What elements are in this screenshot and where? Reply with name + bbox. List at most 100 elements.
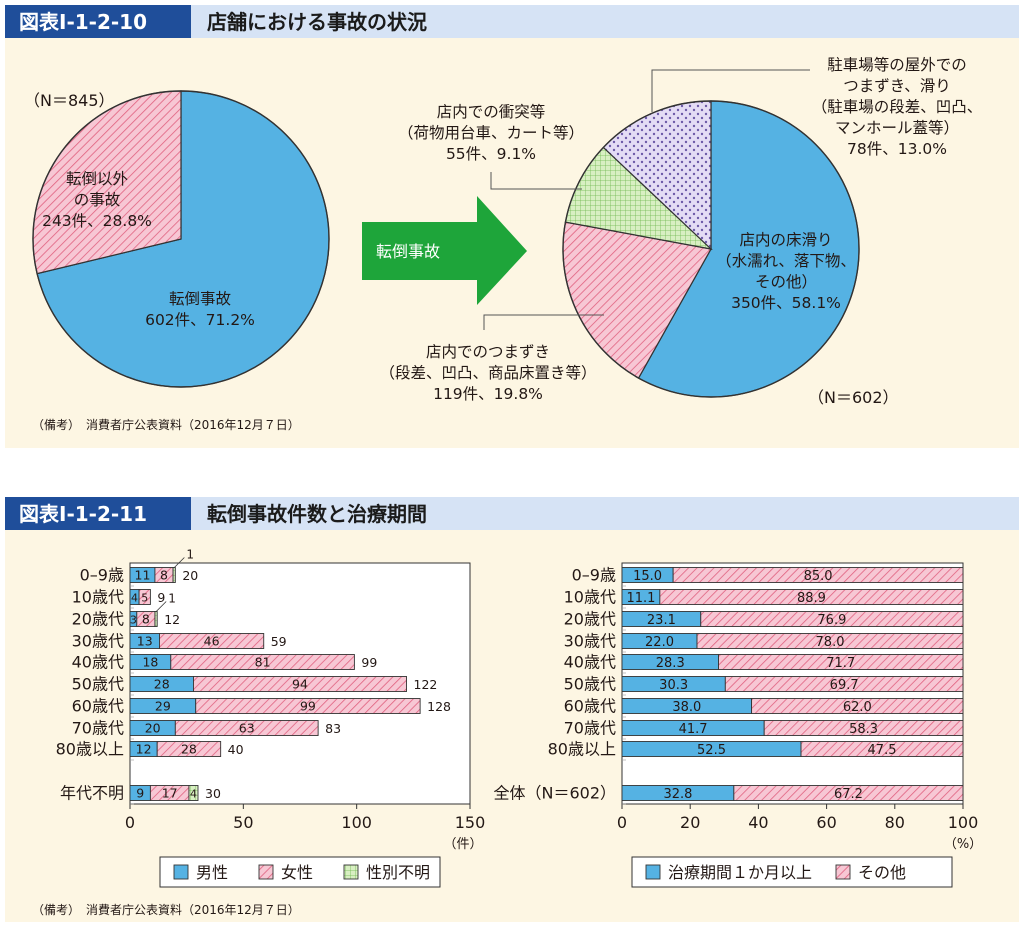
legend-swatch	[835, 864, 851, 880]
bar-value-label: 1	[168, 592, 176, 606]
legend-box	[631, 856, 953, 888]
legend-label: 女性	[281, 863, 313, 882]
bar-segment	[672, 567, 964, 583]
bar-value-label: 28	[181, 742, 197, 757]
legend-label: 治療期間１か月以上	[668, 863, 812, 882]
bar-segment	[751, 698, 964, 714]
bar-value-label: 5	[141, 592, 148, 605]
category-label: 10歳代	[564, 588, 616, 607]
x-axis-unit: （件）	[443, 837, 482, 852]
bar-segment	[174, 720, 319, 736]
category-label: 80歳以上	[56, 740, 124, 759]
pie-slice-label: 243件、28.8%	[42, 212, 152, 230]
pie-slice-label: 駐車場等の屋外での	[827, 56, 967, 74]
bar-value-label: 12	[136, 742, 152, 757]
header-label-box	[5, 5, 191, 38]
leader-line	[490, 172, 582, 190]
x-tick-label: 100	[948, 813, 979, 832]
leader-line	[483, 314, 604, 330]
legend-swatch	[173, 864, 189, 880]
bar-value-label: 52.5	[697, 743, 726, 758]
bar-value-label: 9	[136, 786, 144, 801]
x-tick-label: 60	[816, 813, 836, 832]
bar-value-label: 30.3	[659, 678, 688, 693]
category-label: 20歳代	[564, 610, 616, 629]
bar-segment	[172, 567, 176, 583]
pie-slice-label: 55件、9.1%	[446, 145, 536, 163]
category-label: 40歳代	[72, 653, 124, 672]
bar-segment	[763, 720, 964, 736]
bar-value-label: 85.0	[804, 569, 833, 584]
value-leader	[174, 557, 185, 568]
bar-value-label: 88.9	[797, 591, 826, 606]
legend-swatch	[258, 864, 274, 880]
bar-segment	[700, 611, 964, 627]
bar-segment	[156, 741, 222, 757]
pie-slice-label: の事故	[74, 191, 121, 209]
figure-label: 図表Ⅰ-1-2-11	[19, 502, 147, 526]
bar-segment	[188, 785, 199, 801]
figure-title: 転倒事故件数と治療期間	[207, 502, 427, 526]
pie-slice-label: 602件、71.2%	[145, 311, 255, 329]
pie-outline	[32, 90, 330, 388]
category-label: 60歳代	[72, 697, 124, 716]
legend-label: 性別不明	[366, 863, 430, 882]
bar-value-label: 38.0	[672, 700, 701, 715]
pie-slice-label: 転倒事故	[169, 290, 231, 308]
bar-value-label: 4	[131, 592, 138, 605]
category-label: 0–9歳	[80, 566, 124, 585]
bar-segment	[733, 785, 964, 801]
category-label: 50歳代	[564, 675, 616, 694]
category-label: 40歳代	[564, 653, 616, 672]
arrow-transition: 転倒事故	[362, 196, 527, 305]
arrow-label: 転倒事故	[376, 242, 440, 261]
category-label: 70歳代	[72, 719, 124, 738]
bar-segment	[170, 654, 355, 670]
legend-label: 男性	[196, 863, 228, 882]
bar-value-label: 18	[142, 655, 158, 670]
bar-segment	[138, 589, 151, 605]
bar-value-label: 58.3	[849, 722, 878, 737]
pie-slice-label: 78件、13.0%	[847, 140, 947, 158]
pie-slice-label: 店内の床滑り	[739, 231, 832, 249]
legend-swatch	[645, 864, 661, 880]
bar-value-label: 46	[204, 634, 220, 649]
pie-slice-label: 店内での衝突等	[437, 103, 546, 121]
bar-value-label: 76.9	[817, 613, 846, 628]
bar-value-label: 78.0	[816, 635, 845, 650]
x-tick-label: 0	[125, 813, 135, 832]
bar-total-label: 122	[414, 677, 438, 692]
pie-outline	[562, 100, 860, 398]
x-tick-label: 40	[748, 813, 768, 832]
x-tick-label: 50	[233, 813, 253, 832]
source-note: （備考） 消費者庁公表資料（2016年12月７日）	[32, 417, 300, 432]
bar-value-label: 32.8	[663, 787, 692, 802]
pie-slice-label: （荷物用台車、カート等）	[398, 124, 584, 142]
leader-line	[651, 69, 810, 112]
bar-total-label: 128	[427, 699, 451, 714]
category-label: 50歳代	[72, 675, 124, 694]
legend-box	[159, 856, 441, 888]
bar-value-label: 67.2	[834, 787, 863, 802]
pie-slice-label: 119件、19.8%	[433, 385, 543, 403]
category-label: 10歳代	[72, 588, 124, 607]
arrow-shape	[362, 196, 527, 305]
category-label: 0–9歳	[572, 566, 616, 585]
x-tick-label: 80	[885, 813, 905, 832]
pie-slice-label: つまずき、滑り	[843, 77, 950, 95]
value-leader	[155, 601, 167, 612]
category-label: 30歳代	[564, 632, 616, 651]
pie-slice-label: マンホール蓋等）	[835, 119, 959, 137]
x-tick-label: 100	[341, 813, 372, 832]
bar-segment	[193, 676, 407, 692]
bar-value-label: 22.0	[645, 635, 674, 650]
figure-title: 店舗における事故の状況	[207, 10, 427, 34]
category-label: 80歳以上	[548, 740, 616, 759]
figure-label: 図表Ⅰ-1-2-10	[19, 10, 147, 34]
pie-slice-label: 350件、58.1%	[731, 294, 841, 312]
pie-slice-label: その他）	[755, 273, 817, 291]
bar-value-label: 99	[300, 699, 316, 714]
bar-segment	[718, 654, 964, 670]
bar-value-label: 28.3	[656, 656, 685, 671]
